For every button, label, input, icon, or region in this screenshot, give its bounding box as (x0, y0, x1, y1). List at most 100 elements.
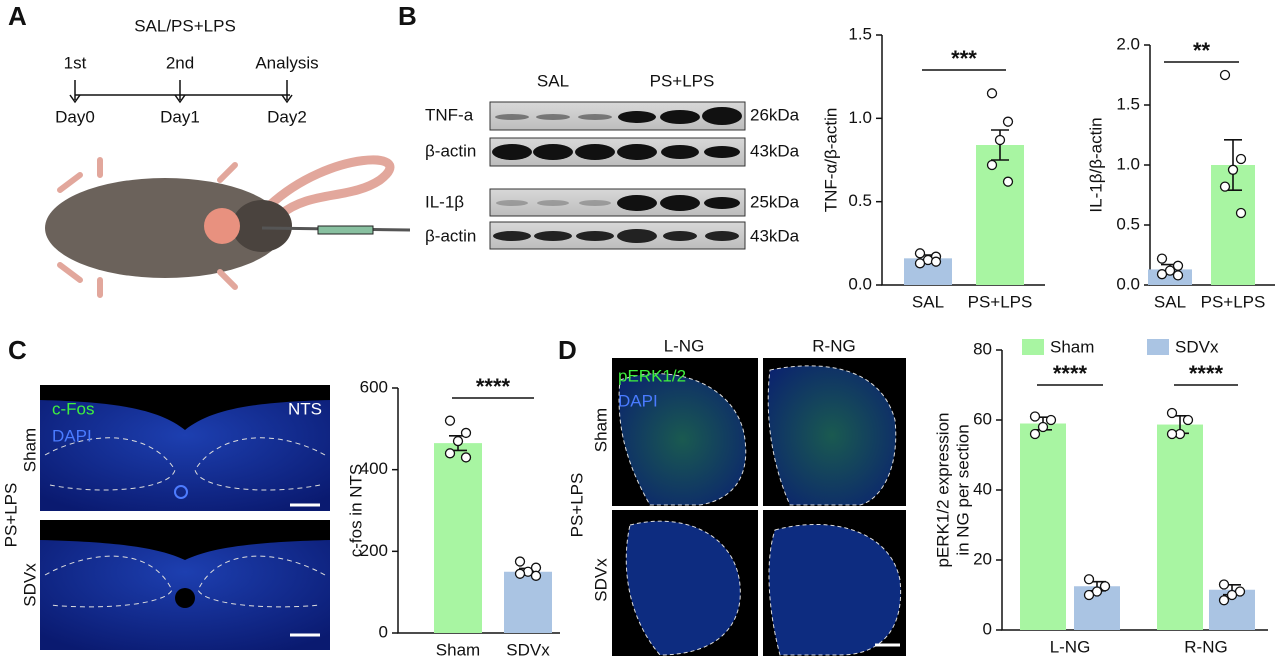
y-tick-label: 0 (983, 619, 992, 638)
y-tick-label: 0.0 (848, 274, 872, 293)
data-point (1219, 69, 1231, 81)
data-point (1227, 164, 1239, 175)
group-label: SAL (537, 71, 569, 90)
stain-label: c-Fos (52, 399, 95, 418)
y-tick-label: 1.5 (1116, 94, 1140, 113)
kda-label: 43kDa (750, 226, 800, 245)
x-tick-label: SAL (1154, 292, 1186, 311)
data-point (514, 568, 526, 579)
data-point (1235, 153, 1247, 165)
stain-label: DAPI (52, 426, 92, 445)
data-point (1029, 411, 1041, 422)
data-point (444, 415, 456, 426)
row-label: SDVx (591, 558, 610, 602)
event-label: 1st (64, 53, 87, 72)
data-point (514, 556, 526, 567)
data-point (1083, 589, 1095, 601)
significance: **** (476, 374, 511, 399)
blot-label: β-actin (425, 226, 476, 245)
bar (434, 443, 482, 633)
bar (1157, 424, 1203, 630)
y-axis-label: TNF-α/β-actin (821, 108, 840, 213)
data-point (1156, 253, 1168, 264)
significance: ** (1193, 38, 1211, 63)
kda-label: 43kDa (750, 141, 800, 160)
panel-letter: A (8, 1, 27, 31)
data-point (1045, 414, 1057, 426)
y-axis-label: c-fos in NTS (346, 464, 365, 558)
row-label: Sham (591, 408, 610, 452)
y-tick-label: 80 (973, 339, 992, 358)
y-tick-label: 2.0 (1116, 34, 1140, 53)
bar (504, 571, 552, 633)
ng-images (612, 358, 906, 656)
group-label: PS+LPS (650, 71, 715, 90)
blot-label: TNF-a (425, 105, 474, 124)
bar (976, 145, 1024, 285)
bar (1020, 423, 1066, 630)
column-label: L-NG (664, 336, 705, 355)
y-tick-label: 1.0 (848, 108, 872, 127)
data-point (1156, 269, 1168, 280)
x-tick-label: PS+LPS (968, 292, 1033, 311)
y-axis-label: in NG per section (953, 424, 972, 555)
day-label: Day1 (160, 107, 200, 126)
data-point (1172, 270, 1184, 281)
nts-images (40, 385, 330, 650)
legend-label: SDVx (1175, 337, 1219, 356)
region-label: NTS (288, 399, 322, 418)
x-tick-label: SDVx (506, 640, 550, 659)
data-point (986, 88, 998, 99)
data-point (1099, 581, 1111, 592)
y-tick-label: 200 (360, 541, 388, 560)
y-tick-label: 0.5 (848, 191, 872, 210)
stain-label: DAPI (618, 391, 658, 410)
data-point (1218, 595, 1230, 606)
panel-letter: C (8, 335, 27, 365)
y-axis-label: pERK1/2 expression (933, 413, 952, 568)
y-tick-label: 60 (973, 409, 992, 428)
data-point (914, 258, 926, 269)
treatment-label: SAL/PS+LPS (134, 16, 236, 35)
data-point (1218, 579, 1230, 590)
significance: **** (1189, 361, 1224, 386)
y-tick-label: 0.0 (1116, 274, 1140, 293)
legend-label: Sham (1050, 337, 1094, 356)
timeline (69, 80, 293, 104)
data-point (1029, 428, 1041, 440)
kda-label: 25kDa (750, 192, 800, 211)
x-tick-label: L-NG (1050, 637, 1091, 656)
data-point (530, 570, 542, 581)
data-point (930, 256, 942, 267)
stain-label: pERK1/2 (618, 366, 686, 385)
data-point (460, 427, 472, 439)
data-point (444, 448, 456, 459)
data-point (1002, 176, 1014, 187)
y-axis-label: IL-1β/β-actin (1086, 117, 1105, 212)
data-point (452, 435, 464, 447)
day-label: Day2 (267, 107, 307, 126)
blot-label: IL-1β (425, 192, 464, 211)
mouse-illustration (45, 155, 411, 298)
data-point (1219, 181, 1231, 192)
significance: *** (951, 46, 977, 71)
data-point (986, 159, 998, 171)
data-point (1002, 116, 1014, 127)
event-label: Analysis (255, 53, 318, 72)
y-tick-label: 40 (973, 479, 992, 498)
western-blots (489, 101, 746, 250)
legend-swatch (1022, 339, 1044, 355)
y-tick-label: 0 (379, 622, 388, 641)
x-tick-label: R-NG (1184, 637, 1227, 656)
data-point (914, 248, 926, 259)
significance: **** (1053, 361, 1088, 386)
data-point (1083, 574, 1095, 585)
x-tick-label: Sham (436, 640, 480, 659)
legend-swatch (1147, 339, 1169, 355)
data-point (994, 134, 1006, 146)
data-point (1182, 414, 1194, 426)
blot-label: β-actin (425, 141, 476, 160)
column-label: R-NG (812, 336, 855, 355)
x-tick-label: PS+LPS (1201, 292, 1266, 311)
